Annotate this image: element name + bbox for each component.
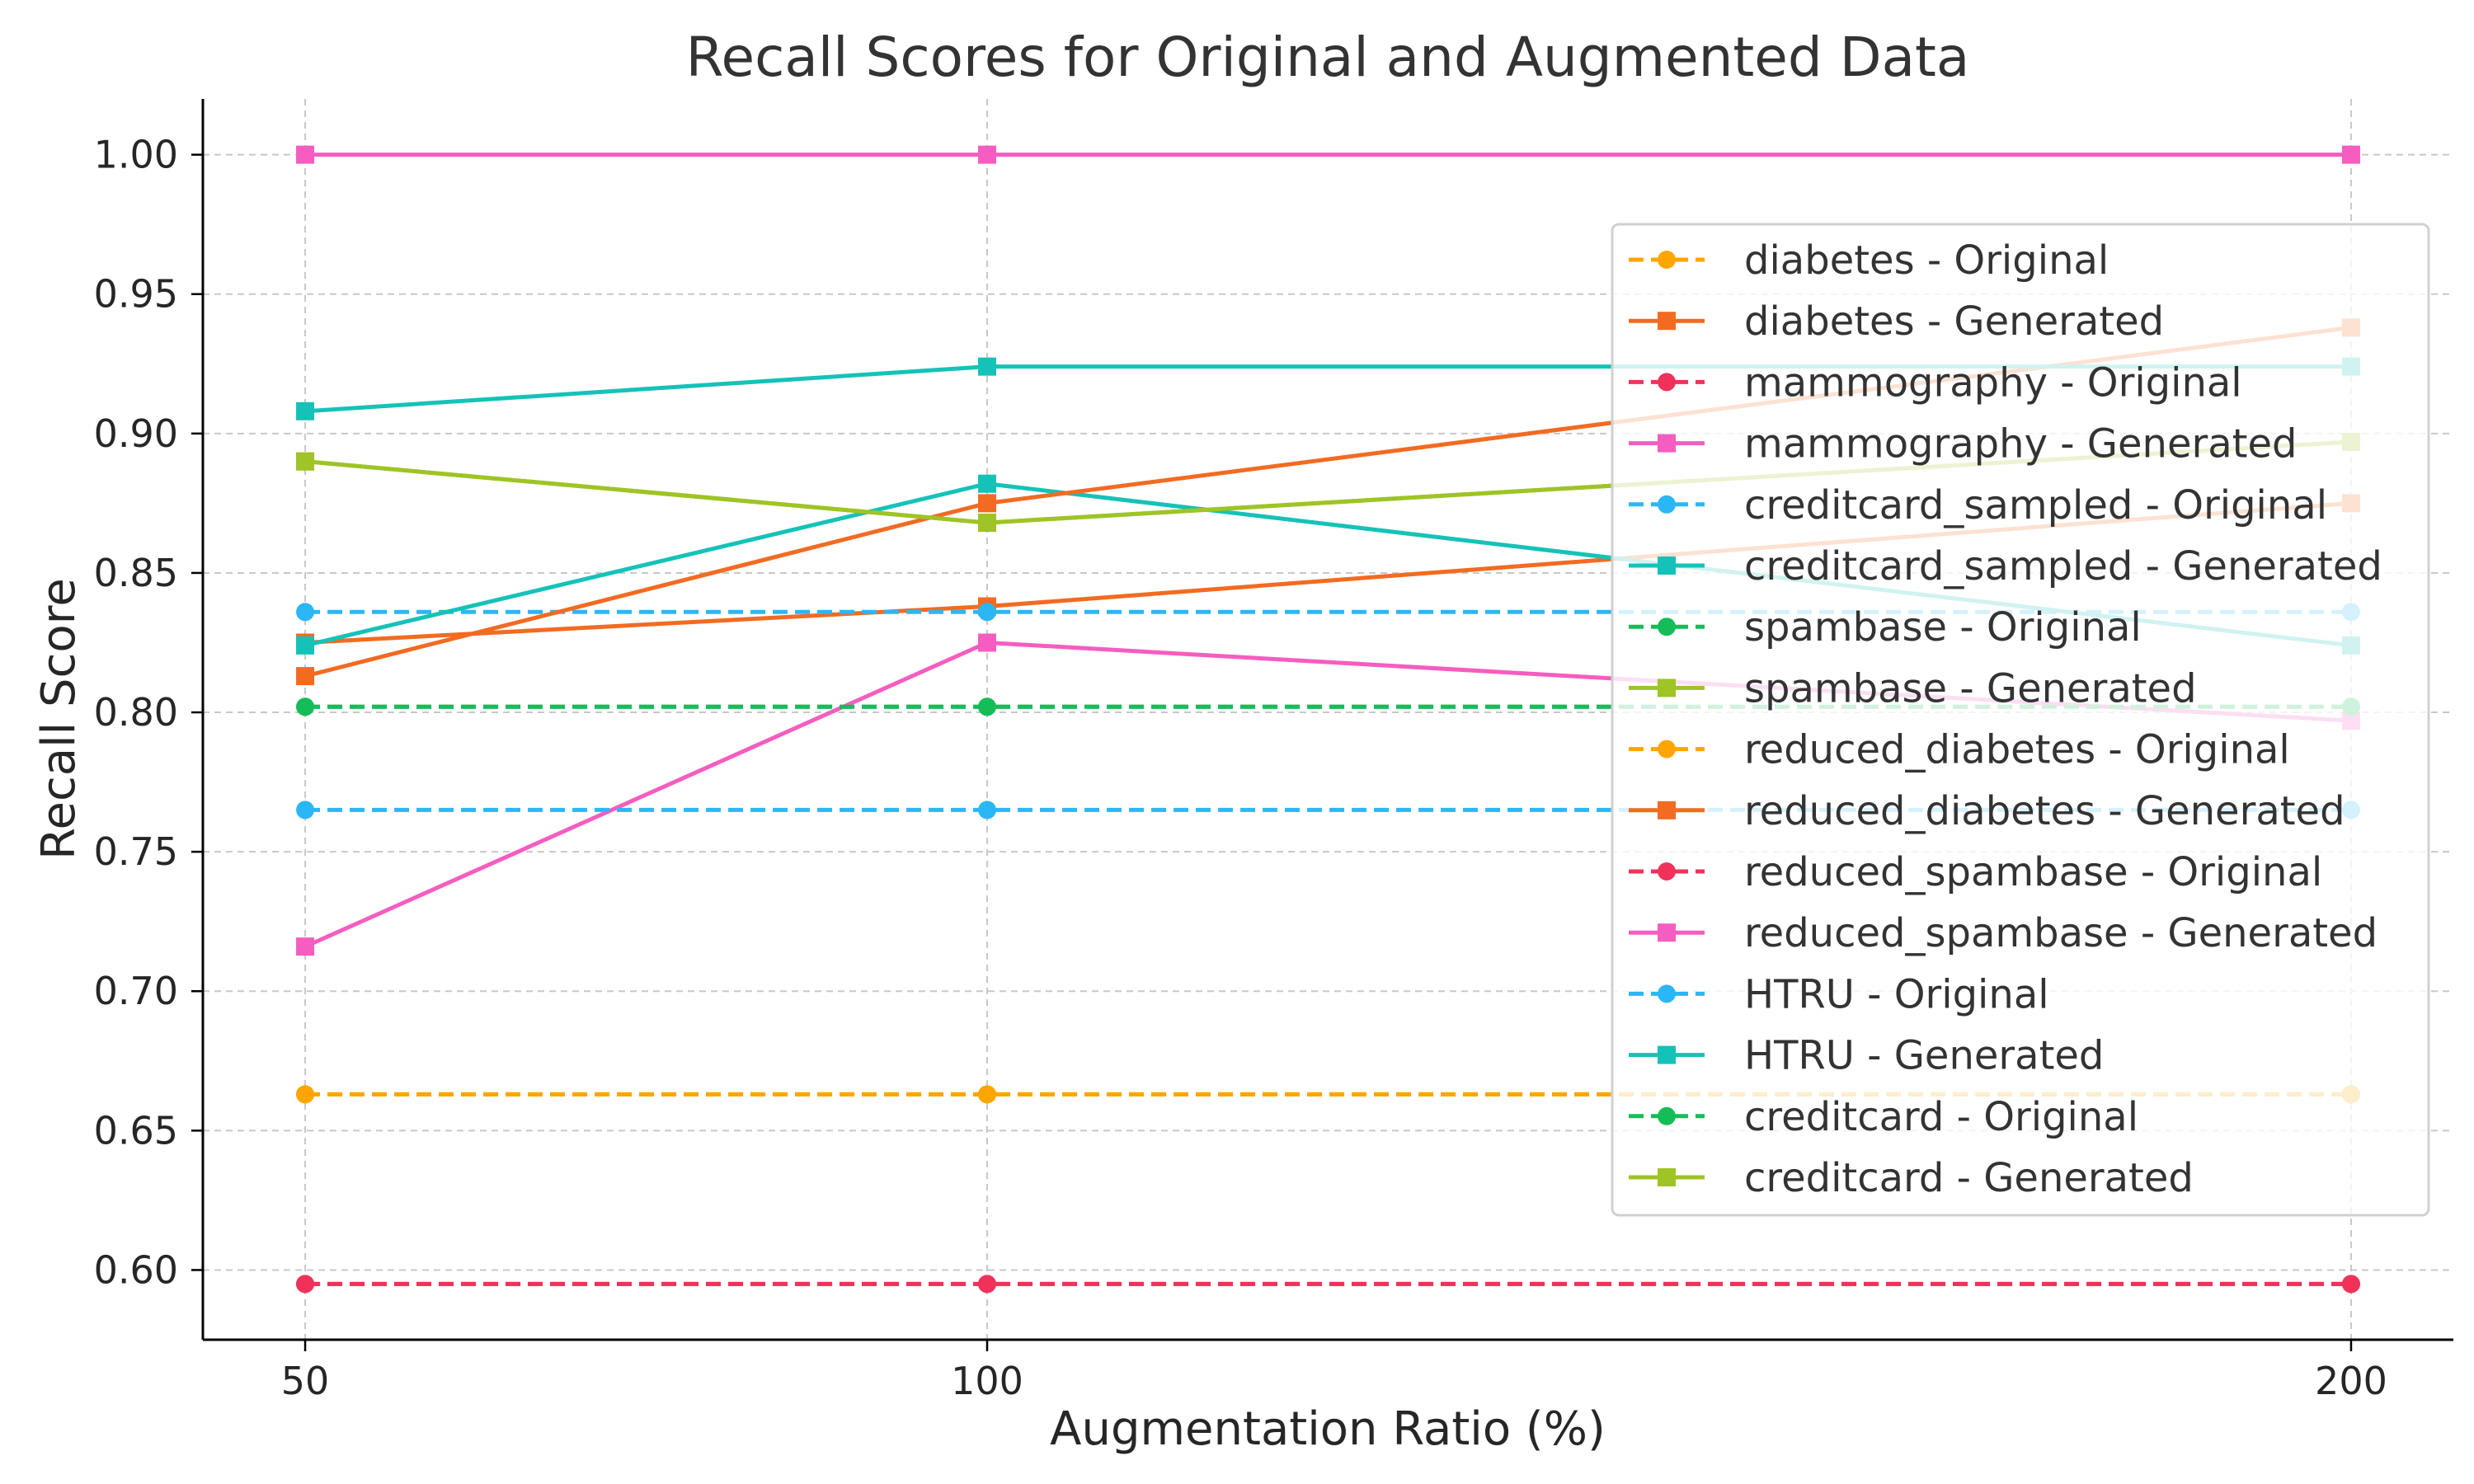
x-tick-label: 50 [281, 1359, 330, 1403]
y-tick-label: 0.95 [94, 272, 178, 317]
legend-marker [1658, 801, 1676, 819]
y-tick-label: 0.75 [94, 829, 178, 874]
y-tick-label: 0.80 [94, 690, 178, 735]
legend-item: diabetes - Original [1629, 237, 2109, 284]
legend-label: reduced_diabetes - Original [1744, 727, 2290, 773]
legend-label: diabetes - Generated [1744, 298, 2164, 345]
legend-label: mammography - Original [1744, 359, 2242, 406]
legend-box [1611, 223, 2430, 1217]
chart-title: Recall Scores for Original and Augmented… [686, 26, 1970, 89]
data-point [296, 801, 315, 819]
data-point [978, 633, 997, 652]
data-point [978, 145, 997, 164]
legend-item: spambase - Generated [1629, 665, 2197, 711]
data-point [296, 402, 315, 420]
legend-marker [1658, 618, 1676, 636]
legend-marker [1658, 984, 1676, 1003]
data-point [2341, 145, 2360, 164]
legend-marker [1658, 373, 1676, 392]
data-point [296, 937, 315, 956]
data-point [978, 474, 997, 493]
series-3 [296, 145, 2360, 164]
data-point [978, 801, 997, 819]
legend-item: mammography - Original [1629, 359, 2242, 406]
data-point [978, 1085, 997, 1104]
data-point [296, 1275, 315, 1294]
legend-item: HTRU - Original [1629, 971, 2049, 1017]
data-point [296, 697, 315, 716]
ticks-layer: 50 100 200 0.60 0.65 0.70 0.75 0.80 0.85 0.90 0.95… [94, 133, 2387, 1403]
data-point [978, 357, 997, 376]
legend-item: reduced_diabetes - Generated [1629, 788, 2345, 834]
axes-layer [201, 99, 2453, 1341]
legend: diabetes - Original diabetes - Generated m… [1611, 223, 2430, 1217]
legend-marker [1658, 495, 1676, 514]
data-point [978, 514, 997, 533]
legend-item: HTRU - Generated [1629, 1033, 2104, 1079]
y-tick-label: 0.90 [94, 411, 178, 456]
data-point [978, 1275, 997, 1294]
data-point [296, 636, 315, 655]
data-point [296, 603, 315, 622]
legend-item: reduced_spambase - Generated [1629, 910, 2378, 956]
legend-label: creditcard_sampled - Original [1744, 482, 2327, 528]
legend-label: diabetes - Original [1744, 237, 2109, 284]
legend-marker [1658, 740, 1676, 758]
x-axis-title: Augmentation Ratio (%) [1050, 1402, 1606, 1456]
legend-marker [1658, 312, 1676, 331]
y-tick-label: 0.70 [94, 969, 178, 1013]
legend-label: mammography - Generated [1744, 421, 2297, 467]
legend-marker [1658, 1045, 1676, 1064]
legend-label: reduced_diabetes - Generated [1744, 788, 2345, 834]
legend-marker [1658, 251, 1676, 269]
legend-label: reduced_spambase - Generated [1744, 910, 2378, 956]
legend-item: mammography - Generated [1629, 421, 2297, 467]
x-tick-label: 200 [2315, 1359, 2387, 1403]
legend-label: spambase - Original [1744, 604, 2142, 650]
data-point [296, 667, 315, 686]
y-tick-label: 0.85 [94, 551, 178, 595]
legend-item: spambase - Original [1629, 604, 2142, 650]
data-point [2341, 1275, 2360, 1294]
series-10 [296, 1275, 2360, 1294]
legend-item: reduced_diabetes - Original [1629, 727, 2290, 773]
legend-item: reduced_spambase - Original [1629, 849, 2322, 895]
legend-marker [1658, 679, 1676, 697]
legend-label: HTRU - Original [1744, 971, 2049, 1017]
legend-label: creditcard_sampled - Generated [1744, 543, 2382, 589]
data-point [978, 494, 997, 513]
legend-item: diabetes - Generated [1629, 298, 2164, 345]
y-tick-label: 1.00 [94, 133, 178, 177]
data-point [296, 145, 315, 164]
legend-label: reduced_spambase - Original [1744, 849, 2322, 895]
legend-label: HTRU - Generated [1744, 1033, 2104, 1079]
y-axis-title: Recall Score [32, 578, 86, 860]
legend-item: creditcard_sampled - Original [1629, 482, 2327, 528]
x-tick-label: 100 [951, 1359, 1023, 1403]
legend-item: creditcard - Generated [1629, 1155, 2194, 1201]
legend-marker [1658, 923, 1676, 942]
data-point [296, 452, 315, 471]
legend-label: creditcard - Generated [1744, 1155, 2194, 1201]
legend-label: creditcard - Original [1744, 1094, 2138, 1140]
legend-item: creditcard_sampled - Generated [1629, 543, 2382, 589]
y-tick-label: 0.60 [94, 1247, 178, 1292]
legend-marker [1658, 1106, 1676, 1125]
y-tick-label: 0.65 [94, 1108, 178, 1153]
data-point [978, 603, 997, 622]
data-point [978, 697, 997, 716]
legend-marker [1658, 862, 1676, 881]
legend-items: diabetes - Original diabetes - Generated m… [1629, 237, 2382, 1201]
legend-item: creditcard - Original [1629, 1094, 2138, 1140]
legend-marker [1658, 1168, 1676, 1186]
legend-marker [1658, 434, 1676, 453]
legend-label: spambase - Generated [1744, 665, 2197, 711]
legend-marker [1658, 556, 1676, 575]
data-point [296, 1085, 315, 1104]
